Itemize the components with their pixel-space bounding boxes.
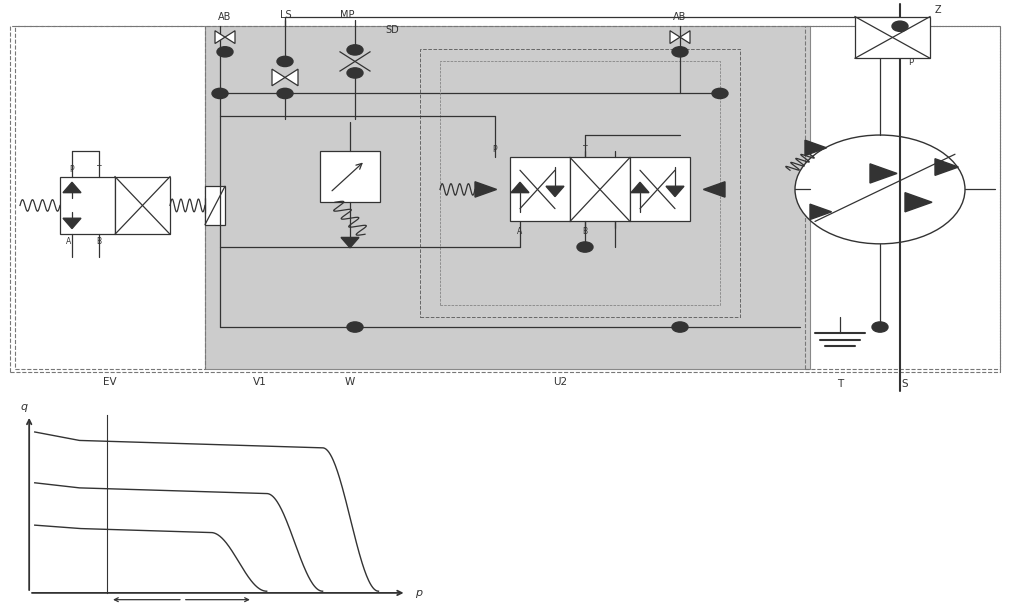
- Polygon shape: [63, 182, 81, 193]
- Text: AB: AB: [674, 12, 687, 22]
- Polygon shape: [805, 140, 827, 155]
- Bar: [60, 177, 115, 234]
- Text: Z: Z: [935, 6, 942, 15]
- Polygon shape: [546, 186, 564, 197]
- Bar: [205, 186, 225, 225]
- Text: B: B: [96, 237, 101, 246]
- Bar: [805, 26, 1000, 368]
- Circle shape: [892, 21, 908, 31]
- Text: T: T: [96, 165, 101, 174]
- Bar: [15, 26, 205, 368]
- Polygon shape: [341, 237, 359, 248]
- Polygon shape: [905, 193, 932, 212]
- Text: A: A: [67, 237, 72, 246]
- Polygon shape: [511, 182, 529, 193]
- Bar: [420, 49, 741, 317]
- Text: A: A: [518, 227, 523, 237]
- Polygon shape: [272, 69, 285, 86]
- Bar: [115, 177, 170, 234]
- Bar: [855, 17, 930, 59]
- Circle shape: [872, 322, 888, 332]
- Circle shape: [672, 322, 688, 332]
- Text: V1: V1: [253, 376, 266, 387]
- Text: p: p: [414, 588, 422, 598]
- Text: B: B: [582, 227, 588, 237]
- Bar: [570, 158, 630, 221]
- Polygon shape: [215, 31, 225, 44]
- Text: U2: U2: [553, 376, 567, 387]
- Polygon shape: [935, 159, 958, 176]
- Polygon shape: [703, 182, 725, 197]
- Text: SD: SD: [385, 25, 399, 34]
- Polygon shape: [680, 31, 690, 44]
- Polygon shape: [285, 69, 298, 86]
- Bar: [630, 158, 690, 221]
- Circle shape: [712, 88, 728, 99]
- Polygon shape: [63, 218, 81, 229]
- Circle shape: [347, 68, 363, 78]
- Polygon shape: [666, 186, 684, 197]
- Circle shape: [277, 56, 293, 67]
- Polygon shape: [670, 31, 680, 44]
- Text: S: S: [902, 379, 909, 389]
- Bar: [440, 62, 720, 305]
- Text: P: P: [70, 165, 74, 174]
- Circle shape: [347, 45, 363, 55]
- Text: W: W: [344, 376, 356, 387]
- Bar: [320, 151, 380, 202]
- Circle shape: [577, 242, 593, 252]
- Polygon shape: [810, 204, 832, 219]
- Text: q: q: [20, 402, 27, 412]
- Polygon shape: [631, 182, 649, 193]
- Bar: [510, 158, 570, 221]
- Bar: [205, 26, 810, 368]
- Text: T: T: [837, 379, 843, 389]
- Text: LS: LS: [280, 10, 292, 20]
- Text: T: T: [582, 145, 588, 155]
- Circle shape: [672, 47, 688, 57]
- Polygon shape: [870, 164, 897, 183]
- Polygon shape: [225, 31, 235, 44]
- Text: P: P: [908, 58, 913, 67]
- Bar: [10, 26, 1000, 372]
- Polygon shape: [475, 182, 496, 197]
- Text: MP: MP: [340, 10, 355, 20]
- Circle shape: [212, 88, 228, 99]
- Circle shape: [347, 322, 363, 332]
- Text: P: P: [492, 145, 497, 155]
- Circle shape: [795, 135, 965, 244]
- Circle shape: [217, 47, 233, 57]
- Text: EV: EV: [103, 376, 116, 387]
- Circle shape: [277, 88, 293, 99]
- Text: AB: AB: [219, 12, 232, 22]
